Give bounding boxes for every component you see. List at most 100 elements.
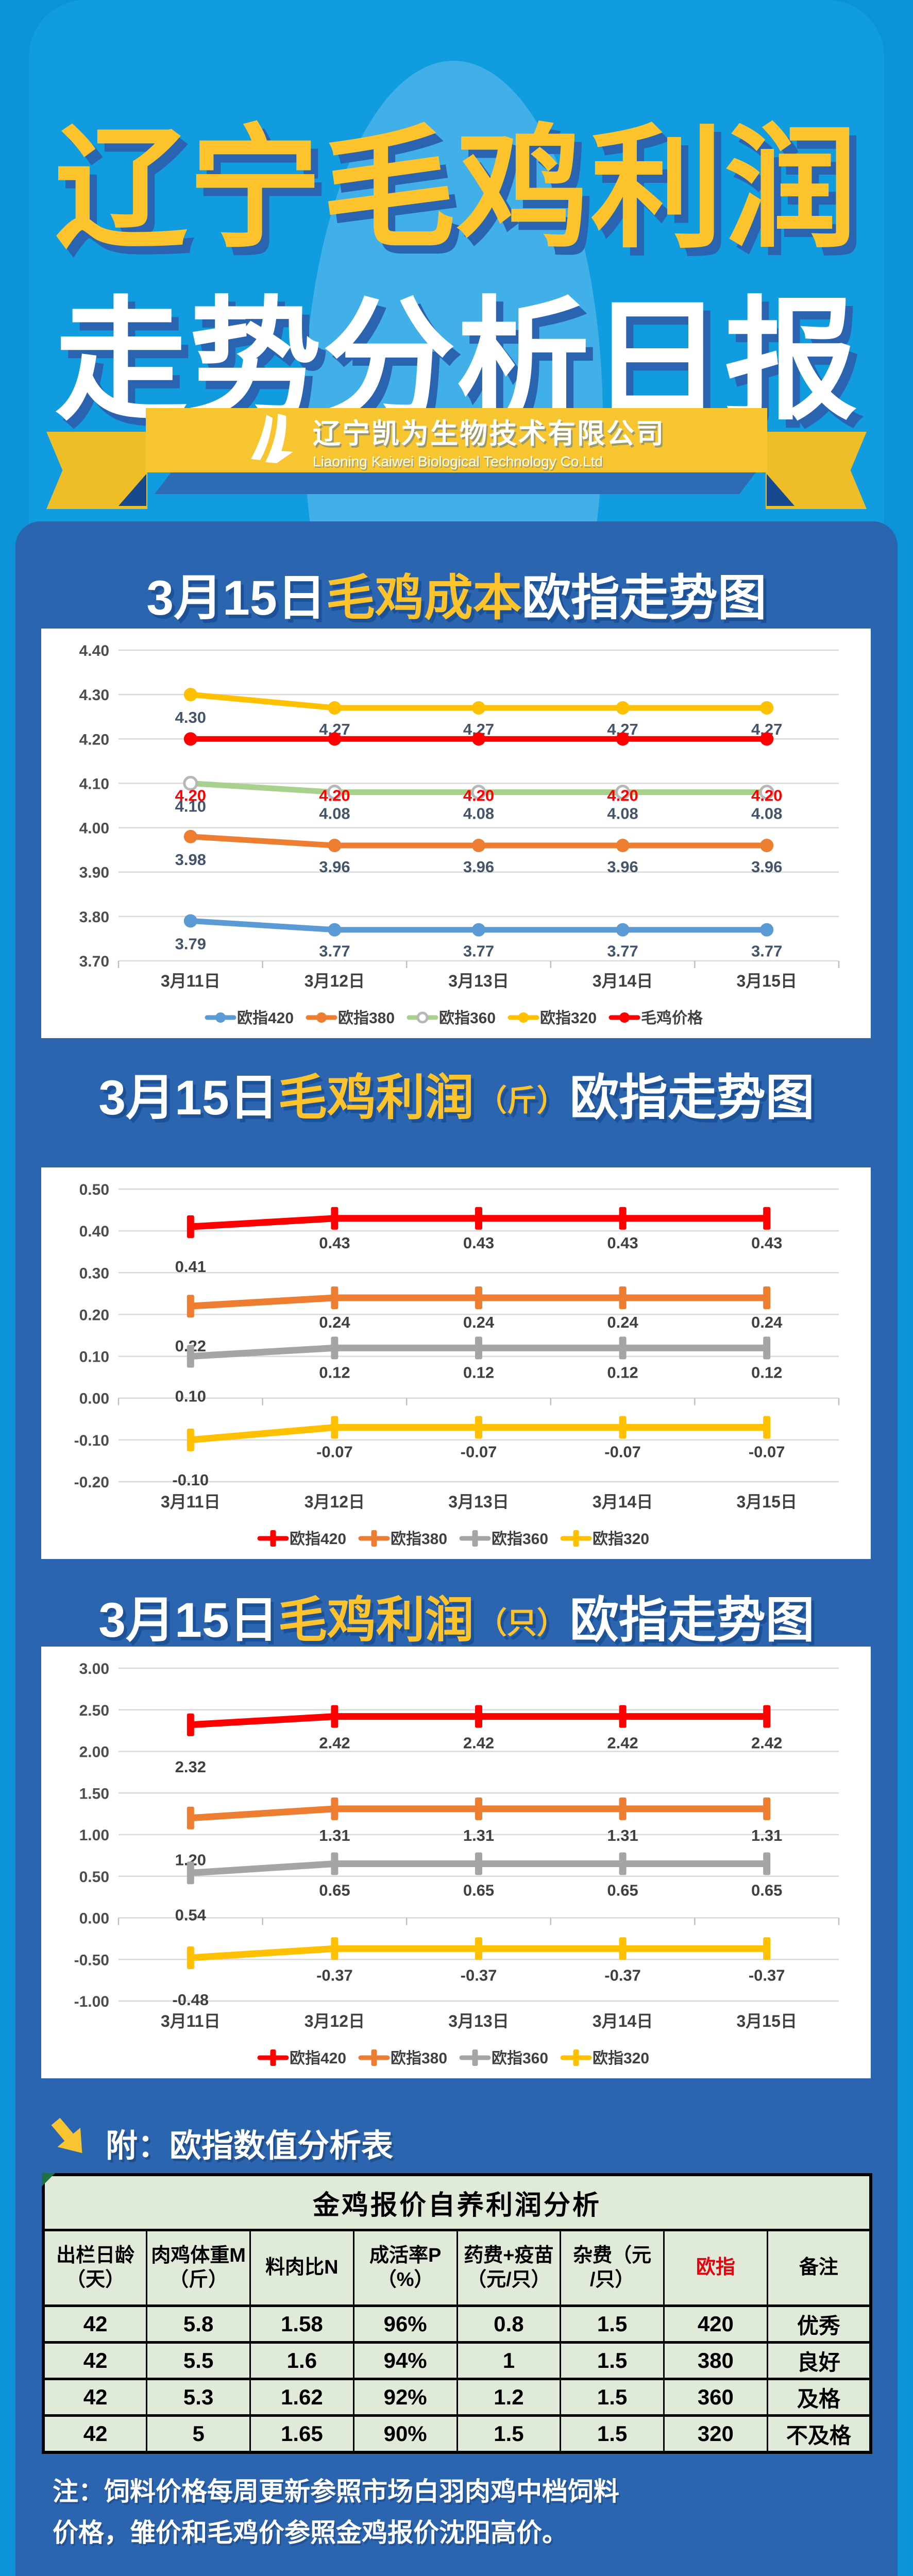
svg-text:0.65: 0.65 xyxy=(319,1882,350,1900)
svg-text:2.50: 2.50 xyxy=(79,1702,109,1719)
table-title-row: 金鸡报价自养利润分析 xyxy=(42,2173,872,2231)
svg-text:-0.07: -0.07 xyxy=(461,1443,497,1461)
svg-text:欧指380: 欧指380 xyxy=(338,1010,395,1027)
chart2-profit-per-jin-trend: 0.50 0.40 0.30 0.20 0.10 0.00 -0.10 -0.20 3月11日 3… xyxy=(41,1167,871,1559)
svg-text:0.24: 0.24 xyxy=(751,1313,783,1331)
svg-text:0.00: 0.00 xyxy=(79,1391,109,1408)
svg-text:4.30: 4.30 xyxy=(79,687,109,704)
svg-text:欧指420: 欧指420 xyxy=(290,1531,346,1548)
svg-text:3月11日: 3月11日 xyxy=(161,972,221,990)
svg-text:2.32: 2.32 xyxy=(175,1758,206,1776)
svg-text:3.96: 3.96 xyxy=(751,858,782,876)
chart1-title: 3月15日毛鸡成本欧指走势图 xyxy=(146,571,767,625)
svg-text:-0.48: -0.48 xyxy=(172,1991,209,2009)
col-header-euro-index: 欧指 xyxy=(663,2229,768,2307)
svg-text:2.42: 2.42 xyxy=(607,1734,638,1752)
svg-text:4.08: 4.08 xyxy=(607,805,638,823)
svg-text:0.65: 0.65 xyxy=(463,1882,494,1900)
chart2-plot: 0.50 0.40 0.30 0.20 0.10 0.00 -0.10 -0.20 3月11日 3… xyxy=(74,1181,840,1548)
main-title-line1: 辽宁毛鸡利润 xyxy=(55,114,858,263)
svg-text:4.40: 4.40 xyxy=(79,642,109,659)
svg-text:3.77: 3.77 xyxy=(751,942,782,960)
company-name-cn: 辽宁凯为生物技术有限公司 xyxy=(313,418,665,449)
svg-text:0.54: 0.54 xyxy=(175,1906,207,1924)
svg-text:-0.07: -0.07 xyxy=(604,1443,641,1461)
note-line1: 注：饲料价格每周更新参照市场白羽肉鸡中档饲料 xyxy=(53,2477,619,2506)
svg-text:0.43: 0.43 xyxy=(607,1234,638,1252)
svg-text:欧指320: 欧指320 xyxy=(593,2050,649,2067)
col-header-days: 出栏日龄 （天） xyxy=(42,2229,148,2307)
svg-text:4.20: 4.20 xyxy=(79,731,109,748)
svg-text:3月15日: 3月15日 xyxy=(736,1493,797,1511)
svg-text:3.77: 3.77 xyxy=(463,942,494,960)
svg-text:0.24: 0.24 xyxy=(607,1313,638,1331)
svg-text:3.96: 3.96 xyxy=(319,858,350,876)
svg-text:1.31: 1.31 xyxy=(463,1826,494,1844)
banner-shadow xyxy=(155,470,757,494)
svg-text:0.12: 0.12 xyxy=(607,1363,638,1381)
svg-text:0.12: 0.12 xyxy=(319,1363,350,1381)
company-banner: 辽宁凯为生物技术有限公司 Liaoning Kaiwei Biological … xyxy=(146,408,767,472)
svg-text:3月15日: 3月15日 xyxy=(736,972,797,990)
table-row: 42 5.3 1.62 92% 1.2 1.5 360 及格 xyxy=(42,2378,872,2417)
svg-text:0.65: 0.65 xyxy=(607,1882,638,1900)
svg-text:-0.37: -0.37 xyxy=(461,1966,497,1984)
svg-text:4.08: 4.08 xyxy=(463,805,494,823)
table-title: 金鸡报价自养利润分析 xyxy=(42,2173,872,2231)
svg-text:0.10: 0.10 xyxy=(175,1387,206,1405)
svg-text:4.00: 4.00 xyxy=(79,820,109,837)
excel-corner-artifact xyxy=(42,2173,55,2187)
svg-text:0.50: 0.50 xyxy=(79,1869,109,1886)
company-name-block: 辽宁凯为生物技术有限公司 Liaoning Kaiwei Biological … xyxy=(313,411,665,470)
company-name-en: Liaoning Kaiwei Biological Technology Co… xyxy=(313,453,603,469)
svg-text:0.65: 0.65 xyxy=(751,1882,782,1900)
svg-text:0.43: 0.43 xyxy=(751,1234,782,1252)
svg-text:3月11日: 3月11日 xyxy=(161,1493,221,1511)
profit-analysis-table: 金鸡报价自养利润分析 出栏日龄 （天） 肉鸡体重M （斤） 料肉比N 成活率P （%）… xyxy=(42,2173,872,2454)
svg-text:4.20: 4.20 xyxy=(175,786,206,804)
down-right-arrow-icon xyxy=(47,2114,92,2162)
svg-text:1.31: 1.31 xyxy=(751,1826,782,1844)
svg-text:欧指420: 欧指420 xyxy=(290,2050,346,2067)
table-row: 42 5.5 1.6 94% 1 1.5 380 良好 xyxy=(42,2341,872,2380)
svg-text:3.80: 3.80 xyxy=(79,909,109,926)
svg-text:-0.10: -0.10 xyxy=(172,1471,209,1489)
svg-text:欧指380: 欧指380 xyxy=(391,1531,447,1548)
svg-text:0.50: 0.50 xyxy=(79,1181,109,1198)
table-row: 42 5.8 1.58 96% 0.8 1.5 420 优秀 xyxy=(42,2304,872,2344)
svg-text:0.24: 0.24 xyxy=(463,1313,495,1331)
svg-text:-1.00: -1.00 xyxy=(74,1993,109,2010)
main-title-line2: 走势分析日报 xyxy=(55,286,858,435)
svg-text:欧指320: 欧指320 xyxy=(540,1010,597,1027)
col-header-remark: 备注 xyxy=(766,2229,872,2307)
svg-text:0.30: 0.30 xyxy=(79,1265,109,1282)
svg-text:-0.07: -0.07 xyxy=(316,1443,353,1461)
svg-text:3.96: 3.96 xyxy=(607,858,638,876)
chart2-title: 3月15日毛鸡利润 （斤）欧指走势图 xyxy=(98,1071,815,1125)
svg-text:0.43: 0.43 xyxy=(463,1234,494,1252)
table-row: 42 5 1.65 90% 1.5 1.5 320 不及格 xyxy=(42,2414,872,2454)
svg-text:-0.37: -0.37 xyxy=(604,1966,641,1984)
svg-text:4.10: 4.10 xyxy=(175,797,206,815)
col-header-feed-ratio: 料肉比N xyxy=(249,2229,354,2307)
svg-text:2.42: 2.42 xyxy=(463,1734,494,1752)
svg-text:4.08: 4.08 xyxy=(751,805,782,823)
svg-text:3月13日: 3月13日 xyxy=(448,972,509,990)
note-text: 注：饲料价格每周更新参照市场白羽肉鸡中档饲料 价格，雏价和毛鸡价参照金鸡报价沈阳… xyxy=(53,2471,872,2553)
svg-text:3月15日: 3月15日 xyxy=(736,2012,797,2030)
svg-text:1.00: 1.00 xyxy=(79,1827,109,1844)
kaiwei-wings-icon xyxy=(248,413,298,467)
svg-text:0.12: 0.12 xyxy=(751,1363,782,1381)
svg-text:0.20: 0.20 xyxy=(79,1307,109,1324)
svg-text:4.20: 4.20 xyxy=(607,786,638,804)
svg-text:-0.10: -0.10 xyxy=(74,1432,109,1449)
svg-text:0.41: 0.41 xyxy=(175,1258,206,1276)
svg-text:0.24: 0.24 xyxy=(319,1313,350,1331)
svg-text:-0.20: -0.20 xyxy=(74,1474,109,1491)
svg-text:-0.50: -0.50 xyxy=(74,1952,109,1969)
svg-text:4.20: 4.20 xyxy=(751,786,782,804)
svg-text:-0.07: -0.07 xyxy=(749,1443,785,1461)
svg-text:3.90: 3.90 xyxy=(79,865,109,882)
svg-text:3.98: 3.98 xyxy=(175,851,206,869)
